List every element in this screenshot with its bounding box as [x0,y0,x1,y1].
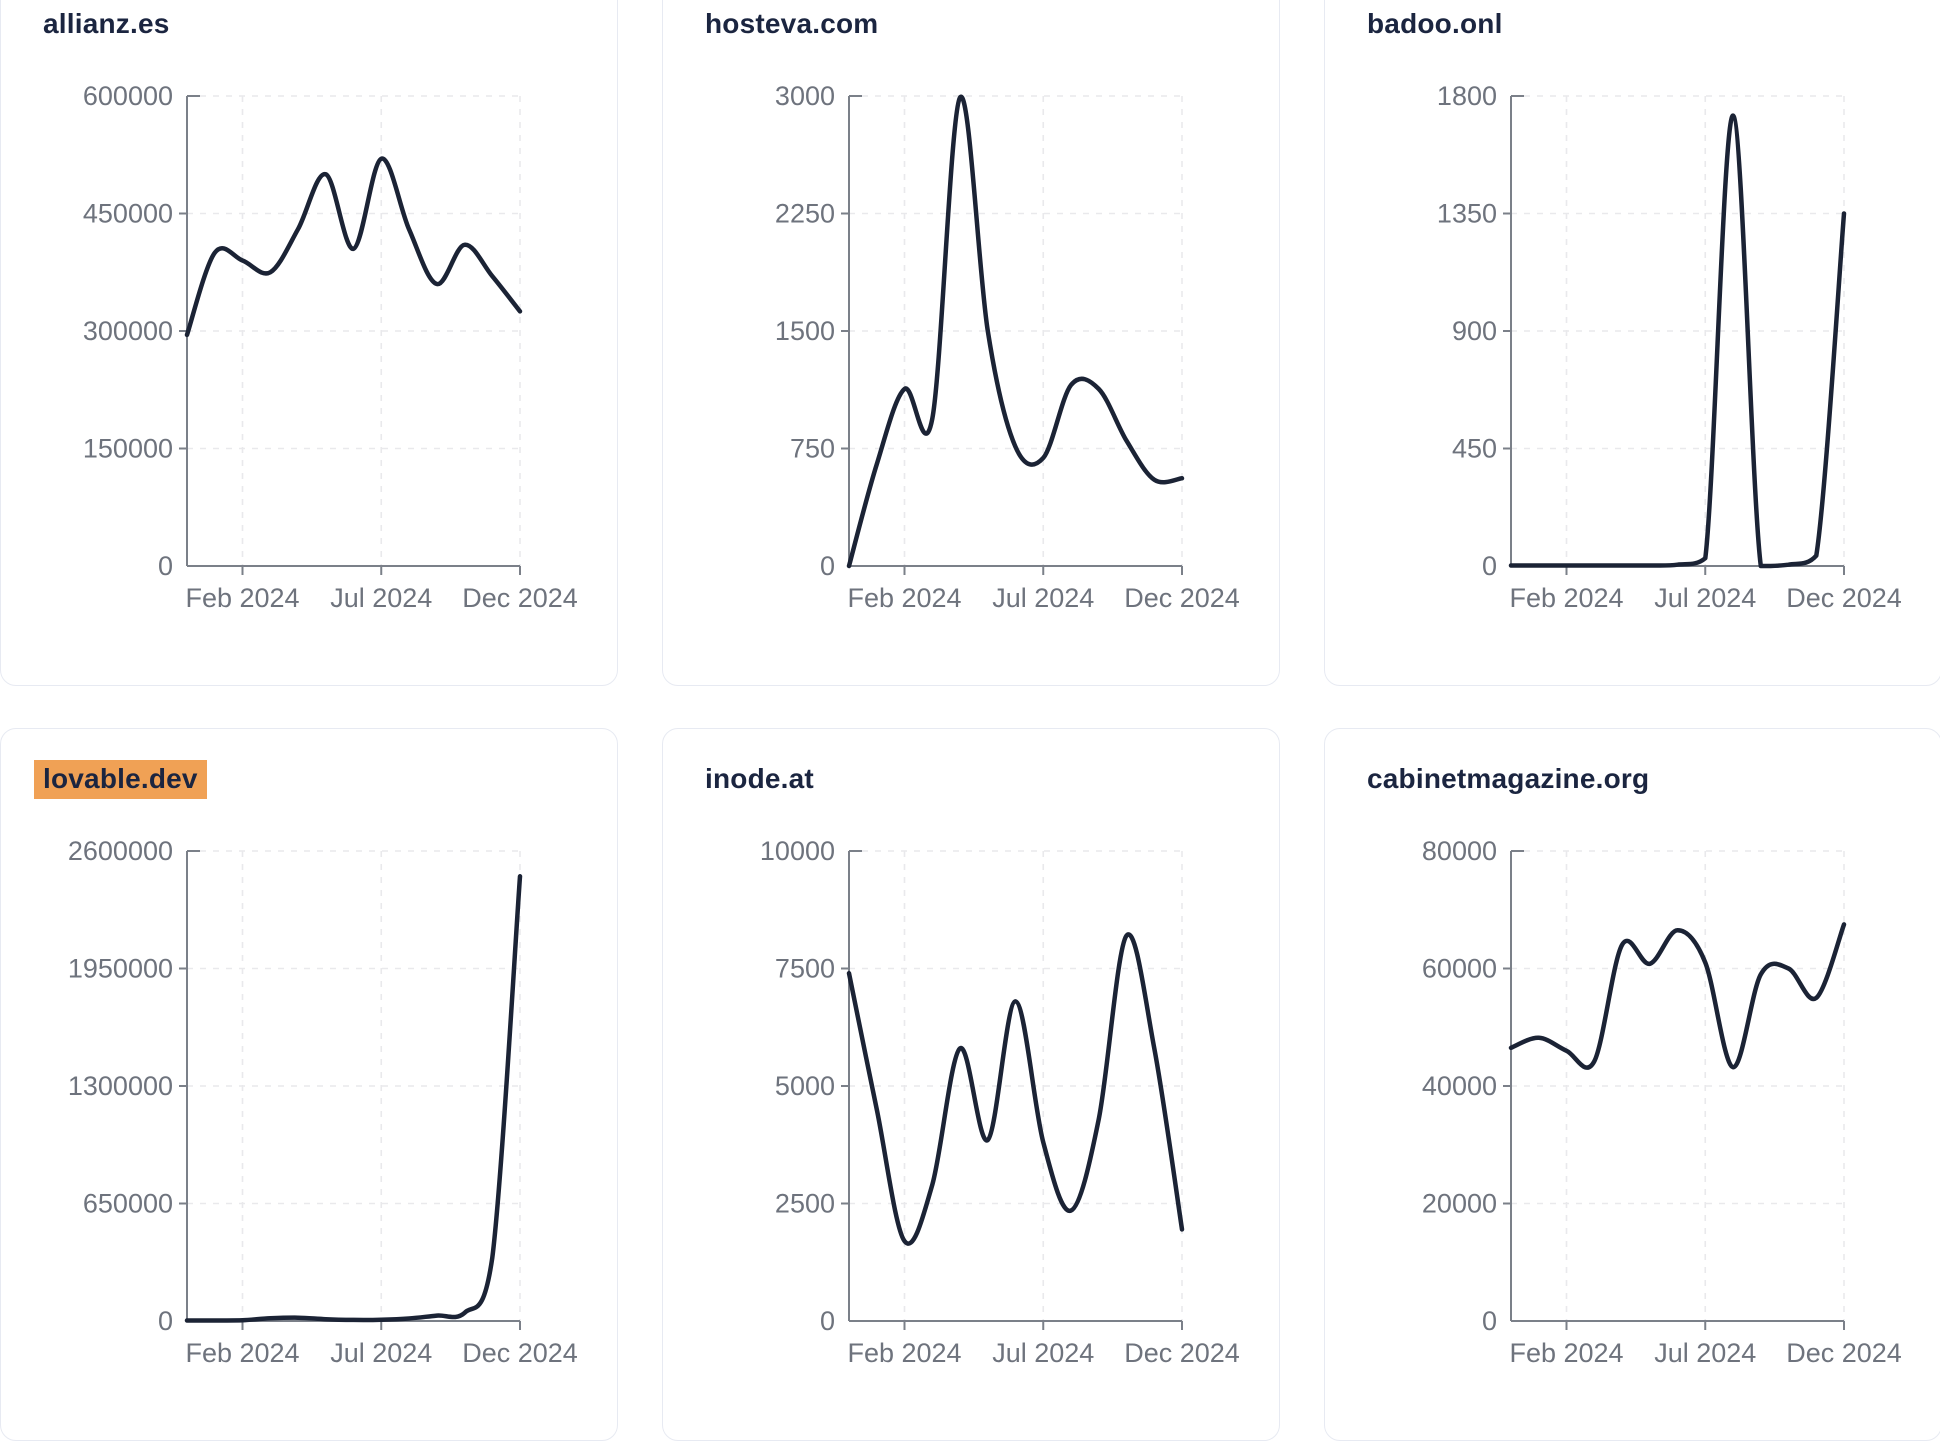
y-tick-label: 450000 [83,199,173,229]
y-tick-label: 80000 [1422,836,1497,866]
y-tick-label: 2600000 [68,836,173,866]
y-tick-label: 10000 [760,836,835,866]
y-tick-label: 0 [1482,1306,1497,1336]
y-tick-label: 2500 [775,1189,835,1219]
line-chart: 0 750 1500 2250 3000 Feb 2024 Jul 2024 Dec 2024 [775,81,1240,613]
x-tick-label: Dec 2024 [1786,583,1902,613]
y-tick-label: 150000 [83,434,173,464]
y-tick-label: 1800 [1437,81,1497,111]
y-tick-label: 3000 [775,81,835,111]
x-tick-label: Jul 2024 [1654,1338,1756,1368]
x-tick-label: Dec 2024 [1124,583,1240,613]
chart-title: allianz.es [43,8,617,46]
x-tick-label: Dec 2024 [1124,1338,1240,1368]
x-tick-label: Feb 2024 [847,583,961,613]
line-chart: 0 150000 300000 450000 600000 Feb 2024 Jul 202… [83,81,578,613]
x-tick-label: Feb 2024 [1509,583,1623,613]
y-tick-label: 0 [158,551,173,581]
y-tick-label: 0 [1482,551,1497,581]
y-tick-label: 0 [820,1306,835,1336]
y-tick-label: 900 [1452,316,1497,346]
data-line [184,874,523,1323]
data-line [1508,922,1847,1070]
y-tick-label: 40000 [1422,1071,1497,1101]
y-tick-label: 1300000 [68,1071,173,1101]
x-tick-label: Feb 2024 [847,1338,961,1368]
chart-card: lovable.dev 0 650000 1300000 1950000 2600000… [0,728,618,1441]
x-tick-label: Feb 2024 [1509,1338,1623,1368]
x-tick-label: Dec 2024 [1786,1338,1902,1368]
y-tick-label: 1950000 [68,954,173,984]
chart-title-text: inode.at [705,763,814,794]
chart-card: hosteva.com 0 750 1500 2250 3000 Feb 2024 Jul … [662,0,1280,686]
chart-title: lovable.dev [34,760,617,801]
chart-card: cabinetmagazine.org 0 20000 40000 60000 8000… [1324,728,1940,1441]
x-tick-label: Jul 2024 [330,1338,432,1368]
x-tick-label: Jul 2024 [1654,583,1756,613]
y-tick-label: 60000 [1422,954,1497,984]
y-tick-label: 450 [1452,434,1497,464]
x-tick-label: Dec 2024 [462,583,578,613]
x-tick-label: Feb 2024 [185,1338,299,1368]
line-chart: 0 20000 40000 60000 80000 Feb 2024 Jul 2024 Dec… [1422,836,1902,1368]
chart-title-text: hosteva.com [705,8,879,39]
y-tick-label: 1350 [1437,199,1497,229]
line-chart: 0 2500 5000 7500 10000 Feb 2024 Jul 2024 Dec 20… [760,836,1240,1368]
x-tick-label: Jul 2024 [330,583,432,613]
y-tick-label: 300000 [83,316,173,346]
x-tick-label: Jul 2024 [992,583,1094,613]
y-tick-label: 650000 [83,1189,173,1219]
chart-title-highlight: lovable.dev [34,760,207,799]
data-line [1508,113,1847,569]
y-tick-label: 7500 [775,954,835,984]
y-tick-label: 20000 [1422,1189,1497,1219]
y-tick-label: 5000 [775,1071,835,1101]
chart-title-text: allianz.es [43,8,170,39]
x-tick-label: Dec 2024 [462,1338,578,1368]
chart-card: inode.at 0 2500 5000 7500 10000 Feb 2024 Jul 2… [662,728,1280,1441]
data-line [846,932,1185,1246]
chart-card: allianz.es 0 150000 300000 450000 600000 Feb … [0,0,618,686]
y-tick-label: 0 [158,1306,173,1336]
y-tick-label: 0 [820,551,835,581]
x-tick-label: Feb 2024 [185,583,299,613]
y-tick-label: 600000 [83,81,173,111]
y-tick-label: 2250 [775,199,835,229]
chart-title: badoo.onl [1367,8,1940,46]
x-tick-label: Jul 2024 [992,1338,1094,1368]
data-line [846,94,1185,569]
line-chart: 0 650000 1300000 1950000 2600000 Feb 2024 Jul … [68,836,578,1368]
chart-card: badoo.onl 0 450 900 1350 1800 Feb 2024 Jul 202… [1324,0,1940,686]
chart-title: cabinetmagazine.org [1367,763,1940,801]
chart-title-text: cabinetmagazine.org [1367,763,1650,794]
y-tick-label: 1500 [775,316,835,346]
chart-title: inode.at [705,763,1279,801]
line-chart: 0 450 900 1350 1800 Feb 2024 Jul 2024 Dec 2024 [1437,81,1902,613]
data-line [184,156,523,338]
chart-title-text: badoo.onl [1367,8,1503,39]
y-tick-label: 750 [790,434,835,464]
chart-title: hosteva.com [705,8,1279,46]
